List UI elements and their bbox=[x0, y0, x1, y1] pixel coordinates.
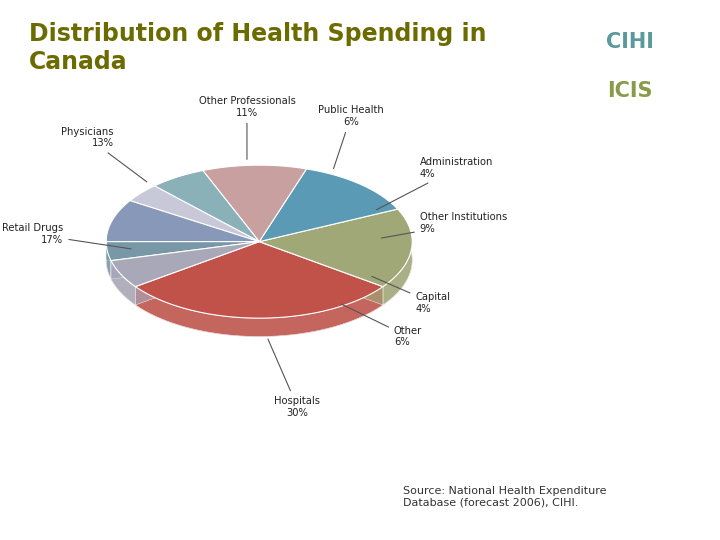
Polygon shape bbox=[107, 242, 259, 261]
Text: Physicians
13%: Physicians 13% bbox=[61, 127, 147, 182]
Text: ICIS: ICIS bbox=[607, 81, 653, 101]
Polygon shape bbox=[259, 242, 383, 305]
Polygon shape bbox=[107, 242, 111, 279]
Polygon shape bbox=[135, 287, 383, 336]
Polygon shape bbox=[203, 165, 307, 242]
Polygon shape bbox=[135, 242, 259, 305]
Polygon shape bbox=[111, 242, 259, 279]
Text: Taking health information further: Taking health information further bbox=[8, 508, 165, 517]
Text: Public Health
6%: Public Health 6% bbox=[318, 105, 384, 168]
Polygon shape bbox=[111, 242, 259, 279]
Text: À l'avant-garde de l'information sur la santé: À l'avant-garde de l'information sur la … bbox=[8, 523, 198, 534]
Polygon shape bbox=[135, 242, 259, 305]
Polygon shape bbox=[383, 209, 412, 305]
Polygon shape bbox=[107, 242, 259, 260]
Polygon shape bbox=[111, 261, 135, 305]
Polygon shape bbox=[107, 184, 413, 336]
Text: Capital
4%: Capital 4% bbox=[372, 276, 450, 314]
Polygon shape bbox=[259, 169, 397, 242]
Polygon shape bbox=[259, 209, 397, 260]
Text: Other Institutions
9%: Other Institutions 9% bbox=[382, 212, 507, 238]
Polygon shape bbox=[259, 242, 383, 305]
Polygon shape bbox=[259, 209, 412, 287]
Polygon shape bbox=[107, 201, 259, 242]
Polygon shape bbox=[155, 171, 259, 242]
Text: Other
6%: Other 6% bbox=[341, 304, 422, 347]
Text: Hospitals
30%: Hospitals 30% bbox=[268, 339, 320, 418]
Text: Retail Drugs
17%: Retail Drugs 17% bbox=[2, 223, 131, 249]
Polygon shape bbox=[135, 242, 383, 318]
Text: CIHI: CIHI bbox=[606, 32, 654, 52]
Text: Administration
4%: Administration 4% bbox=[377, 158, 493, 210]
Polygon shape bbox=[111, 242, 259, 287]
Text: Source: National Health Expenditure
Database (forecast 2006), CIHI.: Source: National Health Expenditure Data… bbox=[403, 486, 607, 508]
Text: Other Professionals
11%: Other Professionals 11% bbox=[199, 96, 295, 159]
Text: Distribution of Health Spending in
Canada: Distribution of Health Spending in Canad… bbox=[29, 22, 486, 75]
Polygon shape bbox=[130, 186, 259, 242]
